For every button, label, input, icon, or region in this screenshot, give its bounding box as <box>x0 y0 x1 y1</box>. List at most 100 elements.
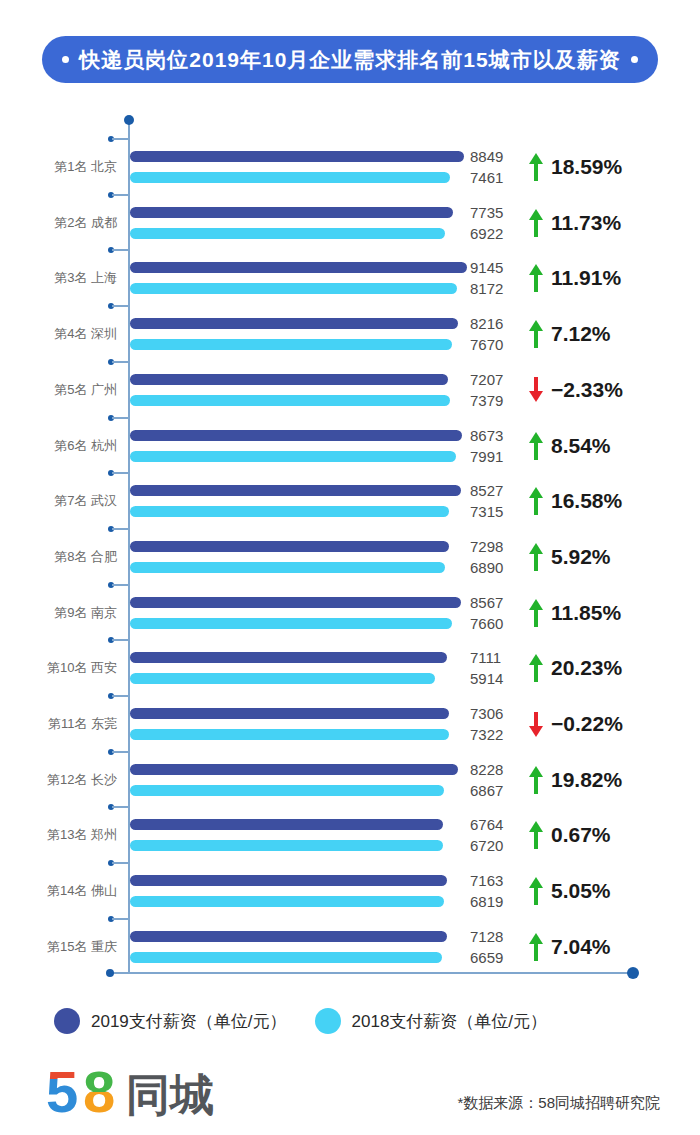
chart-row: 第9名 南京 8567 7660 11.85% <box>0 585 700 641</box>
bar-2019 <box>130 151 464 162</box>
chart-row: 第6名 杭州 8673 7991 8.54% <box>0 418 700 474</box>
change-percent: 18.59% <box>551 139 622 195</box>
value-2018: 7379 <box>470 390 530 411</box>
row-label: 第8名 合肥 <box>0 529 117 585</box>
chart-row: 第15名 重庆 7128 6659 7.04% <box>0 919 700 975</box>
value-2018: 7315 <box>470 501 530 522</box>
change-percent: 7.12% <box>551 306 611 362</box>
bar-2018 <box>130 729 449 740</box>
value-2018: 5914 <box>470 668 530 689</box>
bar-2018 <box>130 339 452 350</box>
bar-2018 <box>130 172 450 183</box>
legend-swatch-2018 <box>315 1008 341 1034</box>
change-percent: 19.82% <box>551 752 622 808</box>
bar-2019 <box>130 318 458 329</box>
bar-2019 <box>130 541 449 552</box>
value-2019: 7306 <box>470 703 530 724</box>
bar-2019 <box>130 764 458 775</box>
value-2018: 6659 <box>470 947 530 968</box>
arrow-head <box>529 320 543 331</box>
row-label: 第7名 武汉 <box>0 473 117 529</box>
legend-label-2019: 2019支付薪资（单位/元） <box>91 1010 287 1033</box>
value-2018: 6720 <box>470 835 530 856</box>
bar-2019 <box>130 708 449 719</box>
chart-row: 第5名 广州 7207 7379 −2.33% <box>0 362 700 418</box>
arrow-stem <box>534 377 538 391</box>
change-percent: 16.58% <box>551 473 622 529</box>
value-2019: 7298 <box>470 536 530 557</box>
change-percent: 11.73% <box>551 195 621 251</box>
arrow-stem <box>534 777 538 794</box>
value-2018: 7660 <box>470 613 530 634</box>
trend-arrow-icon <box>524 250 548 306</box>
trend-arrow-icon <box>524 306 548 362</box>
bar-2019 <box>130 931 447 942</box>
change-percent: −0.22% <box>551 696 623 752</box>
infographic-poster: 快递员岗位2019年10月企业需求排名前15城市以及薪资 第1名 北京 8849… <box>0 0 700 1135</box>
change-percent: 20.23% <box>551 640 622 696</box>
row-label: 第15名 重庆 <box>0 919 117 975</box>
value-2019: 8673 <box>470 425 530 446</box>
bar-2019 <box>130 819 443 830</box>
arrow-head <box>529 487 543 498</box>
legend-item-2019: 2019支付薪资（单位/元） <box>54 1008 287 1034</box>
trend-arrow-icon <box>524 473 548 529</box>
arrow-stem <box>534 275 538 292</box>
arrow-stem <box>534 832 538 849</box>
value-2019: 9145 <box>470 257 530 278</box>
value-2018: 6819 <box>470 891 530 912</box>
value-2019: 7163 <box>470 870 530 891</box>
bar-2019 <box>130 875 447 886</box>
value-2018: 7991 <box>470 446 530 467</box>
arrow-head <box>529 599 543 610</box>
arrow-stem <box>534 554 538 571</box>
bar-2018 <box>130 673 435 684</box>
trend-arrow-icon <box>524 807 548 863</box>
bar-2018 <box>130 840 443 851</box>
arrow-head <box>529 209 543 220</box>
row-label: 第1名 北京 <box>0 139 117 195</box>
logo-name: 同城 <box>126 1070 214 1119</box>
row-label: 第2名 成都 <box>0 195 117 251</box>
chart-area: 第1名 北京 8849 7461 18.59% 第2名 成都 7735 6922… <box>0 0 700 1135</box>
bar-2018 <box>130 395 450 406</box>
arrow-head <box>529 933 543 944</box>
chart-row: 第2名 成都 7735 6922 11.73% <box>0 195 700 251</box>
row-label: 第9名 南京 <box>0 585 117 641</box>
bar-2018 <box>130 896 444 907</box>
arrow-head <box>529 821 543 832</box>
trend-arrow-icon <box>524 696 548 752</box>
value-2018: 6890 <box>470 557 530 578</box>
value-2019: 8228 <box>470 759 530 780</box>
logo-digit-5: 5 <box>46 1062 78 1124</box>
row-label: 第3名 上海 <box>0 250 117 306</box>
change-percent: −2.33% <box>551 362 623 418</box>
arrow-head <box>529 877 543 888</box>
arrow-stem <box>534 712 538 726</box>
value-2019: 6764 <box>470 814 530 835</box>
trend-arrow-icon <box>524 863 548 919</box>
value-2019: 8527 <box>470 480 530 501</box>
trend-arrow-icon <box>524 919 548 975</box>
value-2018: 6922 <box>470 223 530 244</box>
arrow-head <box>529 264 543 275</box>
y-axis-top-dot <box>124 115 134 125</box>
arrow-stem <box>534 610 538 627</box>
change-percent: 11.85% <box>551 585 621 641</box>
bar-2018 <box>130 952 442 963</box>
legend-swatch-2019 <box>54 1008 80 1034</box>
row-label: 第10名 西安 <box>0 640 117 696</box>
bar-2018 <box>130 618 452 629</box>
bar-2018 <box>130 562 445 573</box>
chart-row: 第10名 西安 7111 5914 20.23% <box>0 640 700 696</box>
arrow-head <box>529 391 543 402</box>
legend-label-2018: 2018支付薪资（单位/元） <box>352 1010 548 1033</box>
chart-row: 第14名 佛山 7163 6819 5.05% <box>0 863 700 919</box>
chart-row: 第11名 东莞 7306 7322 −0.22% <box>0 696 700 752</box>
bar-2018 <box>130 785 444 796</box>
trend-arrow-icon <box>524 640 548 696</box>
data-source-note: *数据来源：58同城招聘研究院 <box>457 1094 660 1113</box>
row-label: 第14名 佛山 <box>0 863 117 919</box>
arrow-head <box>529 543 543 554</box>
arrow-head <box>529 153 543 164</box>
